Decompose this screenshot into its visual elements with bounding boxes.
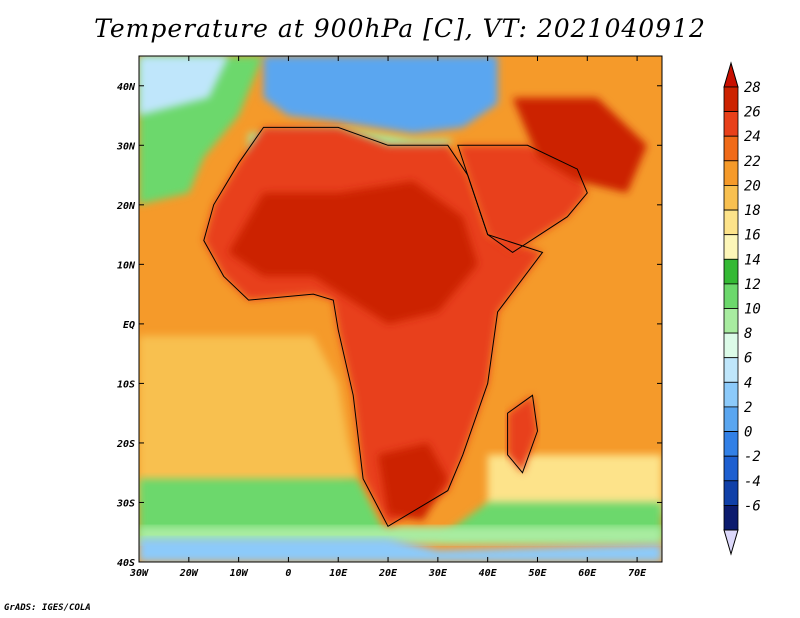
temperature-field	[139, 56, 662, 562]
longitude-axis: 30W 20W 10W 0 10E 20E 30E 40E 50E 60E 70E	[129, 56, 647, 579]
colorbar-swatch	[723, 406, 739, 432]
lon-tick-label: 40E	[479, 568, 498, 579]
colorbar-label: 4	[744, 375, 752, 391]
colorbar-swatch	[723, 332, 739, 359]
lat-tick-label: EQ	[123, 320, 135, 331]
lat-tick-label: 10N	[117, 260, 136, 271]
madagascar-coastline	[507, 394, 539, 474]
region-south-atlantic-warm	[139, 335, 359, 503]
lat-tick-label: 20S	[116, 439, 135, 450]
lon-tick-label: 10W	[230, 568, 249, 579]
lat-tick-label: 40S	[117, 558, 135, 569]
colorbar-swatch	[723, 504, 739, 531]
lon-tick-label: 0	[285, 568, 291, 579]
colorbar-label: 14	[744, 252, 761, 268]
region-north-atlantic-cool	[139, 56, 229, 116]
colorbar-label: 6	[744, 351, 752, 367]
colorbar-label: 26	[744, 105, 761, 121]
lon-tick-label: 50E	[528, 568, 547, 579]
colorbar-over-triangle	[723, 61, 739, 88]
map-title: Temperature at 900hPa [C], VT: 202104091…	[94, 14, 706, 43]
colorbar-swatch	[723, 111, 739, 137]
colorbar-swatch	[723, 258, 739, 285]
region-mediterranean-blue	[263, 56, 498, 134]
colorbar-label: 12	[744, 277, 761, 293]
region-south-indian-warm	[487, 454, 662, 515]
lon-tick-label: 60E	[578, 568, 597, 579]
lat-tick-label: 20N	[116, 201, 136, 212]
colorbar-swatch	[723, 234, 739, 260]
map-frame	[138, 55, 663, 563]
latitude-axis: 40N 30N 20N 10N EQ 10S 20S 30S 40S	[116, 82, 662, 569]
lat-tick-label: 10S	[117, 379, 135, 390]
region-southern-ocean-green	[139, 478, 662, 539]
lon-tick-label: 20E	[378, 568, 398, 579]
colorbar-swatch	[723, 431, 739, 457]
region-sahel-core	[228, 181, 478, 324]
colorbar-label: 18	[744, 203, 761, 219]
colorbar-swatch	[723, 184, 739, 211]
colorbar-label: 2	[744, 400, 752, 416]
colorbar-swatch	[723, 135, 739, 162]
colorbar-label: -2	[744, 449, 761, 465]
lon-tick-label: 20W	[179, 568, 199, 579]
region-persia-hot	[512, 97, 648, 193]
colorbar-under-triangle	[723, 529, 739, 556]
lon-tick-label: 70E	[628, 568, 647, 579]
region-madagascar-hot	[507, 395, 538, 473]
colorbar-swatch	[723, 381, 739, 408]
africa-coastline	[203, 126, 544, 528]
colorbar-label: 22	[744, 154, 761, 170]
colorbar-label: 16	[744, 228, 761, 244]
region-arabia-hot	[457, 145, 588, 253]
lon-tick-label: 10E	[329, 568, 348, 579]
colorbar-label: 24	[744, 129, 761, 145]
colorbar-swatch	[723, 283, 739, 309]
colorbar-label: -6	[744, 498, 761, 514]
colorbar-swatch	[723, 357, 739, 383]
colorbar-label: -4	[744, 474, 761, 490]
colorbar-swatch	[723, 160, 739, 186]
colorbar-swatch	[723, 308, 739, 334]
lat-tick-label: 40N	[117, 82, 136, 93]
colorbar-label: 28	[744, 80, 761, 96]
colorbar-label: 10	[744, 302, 761, 318]
colorbar-label: 20	[744, 178, 761, 194]
colorbar-swatch	[723, 480, 739, 506]
lat-tick-label: 30S	[116, 498, 135, 509]
colorbar-swatch	[723, 455, 739, 482]
lon-tick-label: 30W	[129, 568, 149, 579]
lon-tick-label: 30E	[428, 568, 448, 579]
colorbar-label: 0	[744, 425, 752, 441]
region-southern-ocean-blue	[139, 538, 662, 562]
colorbar-label: 8	[744, 326, 752, 342]
arabia-coastline	[457, 144, 588, 254]
credit-text: GrADS: IGES/COLA	[4, 603, 91, 613]
colorbar-swatch	[723, 209, 739, 236]
lat-tick-label: 30N	[116, 141, 136, 152]
coastlines	[203, 126, 588, 528]
colorbar-swatch	[723, 86, 739, 113]
